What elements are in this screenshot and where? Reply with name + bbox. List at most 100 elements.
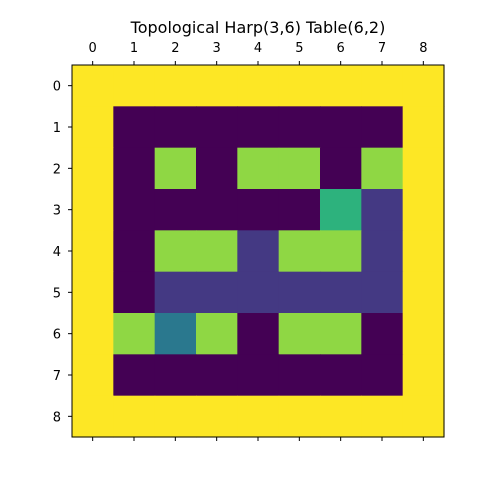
heatmap-cell [278,395,321,438]
x-tick-label: 7 [378,41,386,56]
heatmap-cell [402,230,445,273]
x-tick-label: 6 [337,41,345,56]
heatmap-cell [361,106,404,149]
heatmap-cell [237,354,280,397]
heatmap-cell [320,313,362,355]
heatmap-cell [237,395,280,438]
y-tick-label: 8 [53,410,61,425]
heatmap-cell [361,189,404,231]
heatmap-cell [196,106,238,149]
heatmap-cell [113,147,156,190]
heatmap-cell [237,230,280,273]
heatmap-cell [402,106,445,149]
y-tick-label: 6 [53,328,61,343]
heatmap-cell [196,313,238,355]
heatmap-cell [154,230,197,273]
heatmap-cell [72,230,114,273]
x-tick-label: 2 [171,41,179,56]
heatmap-cell [278,189,321,231]
y-tick-label: 5 [53,286,61,301]
heatmap-cell [278,65,321,107]
x-tick-label: 5 [295,41,303,56]
heatmap-cell [320,65,362,107]
heatmap-cells [72,65,445,438]
heatmap-cell [402,271,445,314]
x-tick-label: 3 [213,41,221,56]
heatmap-cell [72,354,114,397]
y-tick-label: 3 [53,204,61,219]
heatmap-cell [113,354,156,397]
heatmap-cell [361,395,404,438]
heatmap-cell [154,65,197,107]
heatmap-cell [361,354,404,397]
heatmap-cell [113,271,156,314]
heatmap-cell [72,189,114,231]
heatmap-cell [196,189,238,231]
heatmap-cell [320,147,362,190]
heatmap-cell [402,313,445,355]
x-axis-ticks: 0 1 2 3 4 5 6 7 8 [89,41,427,441]
x-tick-label: 4 [254,41,262,56]
heatmap-cell [72,147,114,190]
heatmap-cell [154,271,197,314]
heatmap-cell [113,106,156,149]
heatmap-cell [320,189,362,231]
heatmap-cell [278,106,321,149]
y-axis-ticks: 0 1 2 3 4 5 6 7 8 [53,80,72,425]
heatmap-cell [237,65,280,107]
heatmap-cell [113,395,156,438]
y-tick-label: 0 [53,80,61,95]
heatmap-cell [361,147,404,190]
heatmap-cell [113,189,156,231]
heatmap-cell [237,147,280,190]
heatmap-cell [361,313,404,355]
heatmap-cell [278,271,321,314]
x-tick-label: 8 [419,41,427,56]
heatmap-cell [278,354,321,397]
heatmap-cell [154,313,197,355]
heatmap-cell [237,313,280,355]
heatmap-cell [278,230,321,273]
x-tick-label: 0 [89,41,97,56]
heatmap-cell [154,354,197,397]
y-tick-label: 4 [53,245,61,260]
heatmap-cell [196,395,238,438]
heatmap-cell [113,230,156,273]
heatmap-cell [278,147,321,190]
heatmap-cell [237,189,280,231]
chart-title: Topological Harp(3,6) Table(6,2) [130,18,386,37]
x-tick-label: 1 [130,41,138,56]
y-tick-label: 1 [53,121,61,136]
heatmap-cell [237,106,280,149]
heatmap-cell [196,230,238,273]
heatmap-cell [361,230,404,273]
heatmap-cell [402,147,445,190]
heatmap-cell [278,313,321,355]
heatmap-cell [320,106,362,149]
heatmap-cell [402,65,445,107]
heatmap-cell [402,354,445,397]
heatmap-cell [154,147,197,190]
heatmap-cell [113,65,156,107]
heatmap-cell [320,354,362,397]
heatmap-cell [320,230,362,273]
heatmap-cell [113,313,156,355]
heatmap-cell [72,106,114,149]
heatmap-cell [237,271,280,314]
heatmap-cell [72,313,114,355]
heatmap-cell [320,271,362,314]
heatmap-cell [402,189,445,231]
heatmap-cell [196,147,238,190]
y-tick-label: 2 [53,162,61,177]
heatmap-cell [154,395,197,438]
heatmap-cell [320,395,362,438]
heatmap-cell [72,65,114,107]
heatmap-cell [361,271,404,314]
heatmap-cell [154,189,197,231]
heatmap-cell [154,106,197,149]
heatmap-cell [196,65,238,107]
heatmap-cell [402,395,445,438]
heatmap-cell [196,354,238,397]
